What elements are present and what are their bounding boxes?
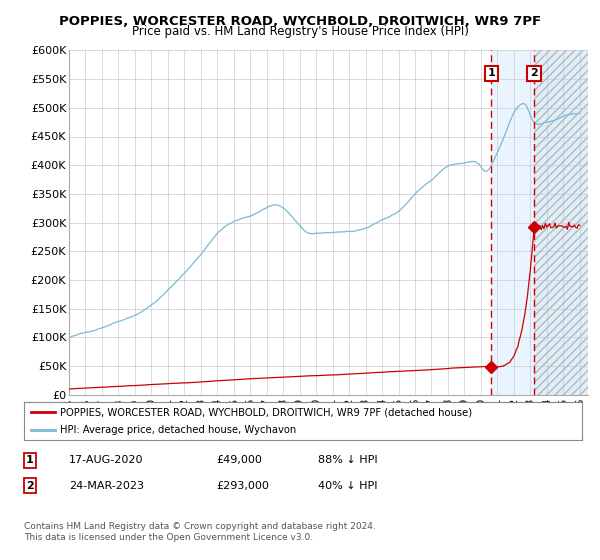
Text: POPPIES, WORCESTER ROAD, WYCHBOLD, DROITWICH, WR9 7PF: POPPIES, WORCESTER ROAD, WYCHBOLD, DROIT…	[59, 15, 541, 27]
Text: HPI: Average price, detached house, Wychavon: HPI: Average price, detached house, Wych…	[60, 424, 296, 435]
Text: 40% ↓ HPI: 40% ↓ HPI	[318, 480, 377, 491]
Text: Price paid vs. HM Land Registry's House Price Index (HPI): Price paid vs. HM Land Registry's House …	[131, 25, 469, 38]
Text: 2: 2	[26, 480, 34, 491]
Bar	[534, 50, 588, 395]
Text: 1: 1	[26, 455, 34, 465]
Text: 1: 1	[487, 68, 495, 78]
Text: Contains HM Land Registry data © Crown copyright and database right 2024.
This d: Contains HM Land Registry data © Crown c…	[24, 522, 376, 542]
Text: 17-AUG-2020: 17-AUG-2020	[69, 455, 143, 465]
Text: £293,000: £293,000	[216, 480, 269, 491]
Text: 24-MAR-2023: 24-MAR-2023	[69, 480, 144, 491]
Text: 2: 2	[530, 68, 538, 78]
Text: POPPIES, WORCESTER ROAD, WYCHBOLD, DROITWICH, WR9 7PF (detached house): POPPIES, WORCESTER ROAD, WYCHBOLD, DROIT…	[60, 407, 472, 417]
Text: £49,000: £49,000	[216, 455, 262, 465]
Bar	[491, 50, 534, 395]
Text: 88% ↓ HPI: 88% ↓ HPI	[318, 455, 377, 465]
Bar	[534, 50, 588, 395]
